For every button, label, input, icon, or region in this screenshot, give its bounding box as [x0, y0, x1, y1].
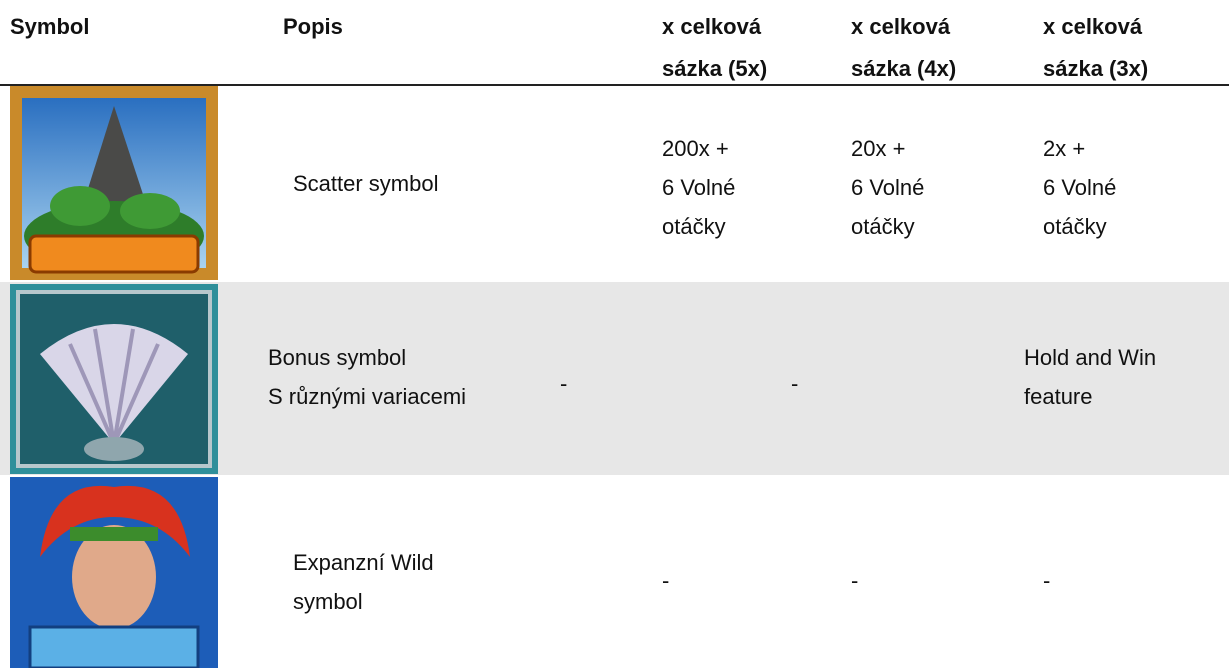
cell: Hold and Win feature: [1024, 345, 1157, 409]
cell: -: [791, 371, 799, 396]
header-cell: x celková sázka (4x): [851, 14, 957, 81]
cell: 20x + 6 Volné otáčky: [851, 136, 925, 239]
cell: -: [560, 371, 568, 396]
header-cell: x celková sázka (5x): [662, 14, 768, 81]
header-cell: Symbol: [10, 14, 90, 39]
cell: -: [1043, 568, 1051, 593]
scatter-icon: [10, 86, 218, 280]
cell: Scatter symbol: [293, 171, 439, 196]
cell: -: [851, 568, 859, 593]
bonus-icon: [10, 284, 218, 474]
cell: 2x + 6 Volné otáčky: [1043, 136, 1117, 239]
header-cell: x celková sázka (3x): [1043, 14, 1149, 81]
cell: -: [662, 568, 670, 593]
cell: 200x + 6 Volné otáčky: [662, 136, 736, 239]
header-row: [0, 0, 1229, 86]
cell: Bonus symbol S různými variacemi: [268, 345, 467, 409]
header-cell: Popis: [283, 14, 343, 39]
wild-icon: [10, 477, 218, 668]
cell: Expanzní Wild symbol: [293, 550, 434, 614]
